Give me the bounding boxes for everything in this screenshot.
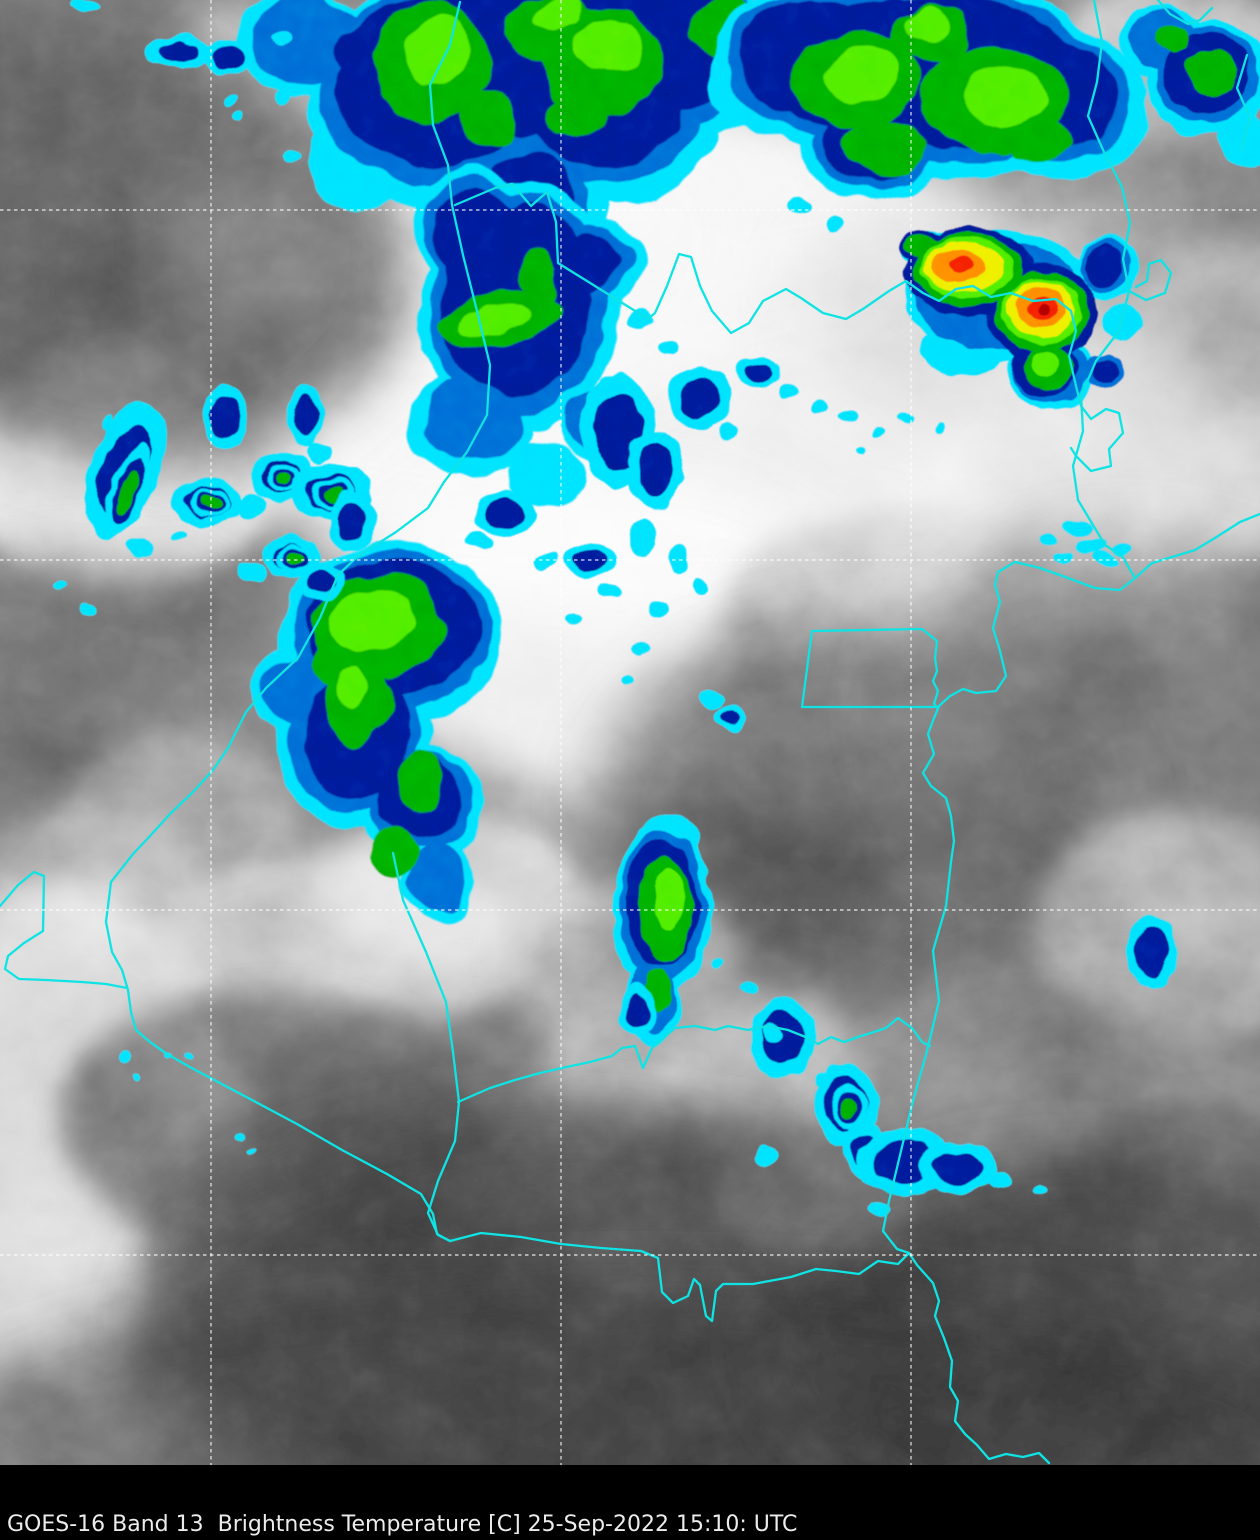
boundary-ne-river: [881, 0, 1137, 1255]
boundary-east-edge-river: [1235, 53, 1252, 152]
latlon-gridlines: [0, 0, 1260, 1465]
mass-far-ne-patch: [1120, 4, 1260, 166]
boundary-ne-river-loop: [1127, 258, 1173, 302]
boundary-central-zigzag-border: [453, 182, 1125, 473]
boundary-east-branch-river: [1133, 512, 1260, 580]
mass-ne-anvil: [705, 0, 1147, 200]
mass-nw-anvil: [235, 0, 790, 267]
boundary-mid-east-west-border: [456, 1016, 932, 1104]
grayscale-cloud-shading: [0, 0, 1260, 1465]
boundary-west-hook: [0, 870, 129, 990]
political-boundaries: [0, 0, 1260, 1465]
cloud-texture-layer: [0, 0, 1260, 1465]
mass-west-mid-cluster: [410, 170, 644, 510]
mass-central-south-cell: [612, 812, 712, 1049]
boundary-southern-border: [448, 1231, 1051, 1465]
boundary-nw-river: [104, 0, 492, 1243]
small-cold-cloud-specks: [53, 0, 1178, 1217]
caption-bar: GOES-16 Band 13 Brightness Temperature […: [0, 1465, 1260, 1540]
caption-text: GOES-16 Band 13 Brightness Temperature […: [7, 1512, 798, 1537]
satellite-image-canvas: [0, 0, 1260, 1465]
boundary-admin-rectangle: [800, 627, 940, 709]
boundary-ne-corner-river: [1156, 0, 1214, 26]
mass-central-left-storm: [250, 542, 502, 920]
